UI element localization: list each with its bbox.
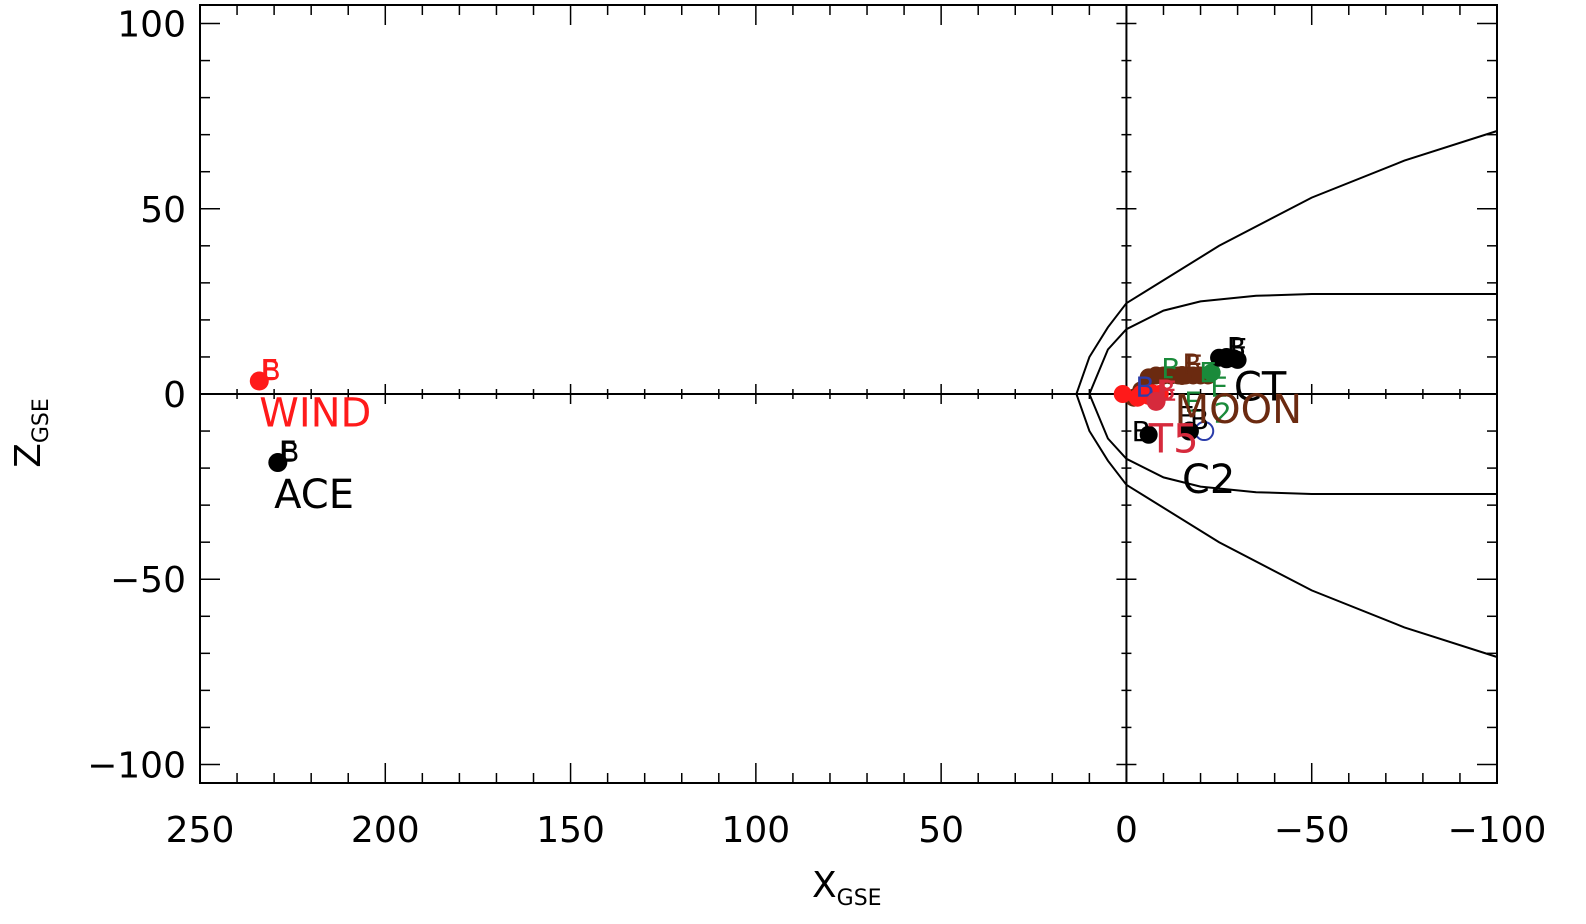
y-tick-label: 0 (163, 375, 186, 416)
spacecraft-marker-c2: B (1190, 403, 1209, 436)
spacecraft-point-moon (1172, 365, 1192, 385)
x-tick-label: 250 (166, 810, 235, 851)
spacecraft-label-moon: MOON (1175, 387, 1302, 433)
spacecraft-marker-moon: E (1185, 348, 1203, 381)
y-axis-label-main: Z (8, 443, 49, 468)
spacecraft-marker-ace: B (280, 436, 299, 469)
spacecraft-marker-wind: B (262, 354, 281, 387)
zero-lines (200, 5, 1497, 783)
x-axis-label: XGSE (812, 865, 882, 911)
tick-labels: 250 200 150 100 50 0 −50 −100 100 50 0 −50 −100 (87, 5, 1546, 851)
spacecraft-marker-ct: E (1230, 332, 1248, 365)
spacecraft-marker-ct: B (1227, 331, 1246, 364)
x-tick-label: 0 (1115, 810, 1138, 851)
cluster-letter-marker: 2 (1214, 397, 1232, 430)
spacecraft-point-ace (268, 453, 288, 473)
spacecraft-marker-t5: E (1159, 374, 1177, 407)
spacecraft-label-wind: WIND (259, 391, 371, 437)
x-tick-label: −50 (1274, 810, 1350, 851)
spacecraft-label-c2: C2 (1182, 457, 1235, 503)
spacecraft-marker-wind: E (260, 353, 278, 386)
x-tick-label: 150 (536, 810, 605, 851)
cluster-letter-marker: B (1132, 415, 1151, 448)
y-tick-label: −50 (110, 560, 186, 601)
x-axis-label-sub: GSE (837, 886, 882, 911)
cluster-letter-marker: E (1199, 356, 1217, 389)
x-axis-label-main: X (812, 865, 837, 906)
x-tick-label: −100 (1448, 810, 1547, 851)
y-axis-label-sub: GSE (29, 398, 54, 443)
spacecraft-point-t5 (1146, 391, 1166, 411)
spacecraft-point-c2 (1179, 421, 1199, 441)
y-tick-label: 100 (117, 5, 186, 46)
x-tick-label: 50 (918, 810, 964, 851)
y-tick-label: −100 (87, 745, 186, 786)
cluster-letter-marker: E (1184, 385, 1202, 418)
y-tick-label: 50 (140, 190, 186, 231)
svg-text:ZGSE: ZGSE (8, 398, 54, 468)
spacecraft-point-wind (249, 371, 269, 391)
cluster-point (1139, 425, 1158, 444)
spacecraft-point-ct (1216, 349, 1236, 369)
axis-ticks (199, 5, 1498, 783)
y-axis-label: ZGSE (8, 398, 54, 468)
x-tick-label: 100 (721, 810, 790, 851)
cluster-letter-marker: E (1210, 371, 1228, 404)
spacecraft-label-ct: CT (1234, 365, 1287, 411)
spacecraft-label-ace: ACE (274, 472, 354, 518)
spacecraft-marker-ace: E (279, 435, 297, 468)
spacecraft-marker-moon: B (1182, 347, 1201, 380)
x-tick-label: 200 (351, 810, 420, 851)
cluster-point (1202, 363, 1221, 382)
spacecraft-marker-t5: B (1156, 373, 1175, 406)
cluster-point (1113, 385, 1132, 403)
spacecraft-label-t5: T5 (1148, 416, 1199, 462)
cluster-point (1128, 388, 1147, 407)
